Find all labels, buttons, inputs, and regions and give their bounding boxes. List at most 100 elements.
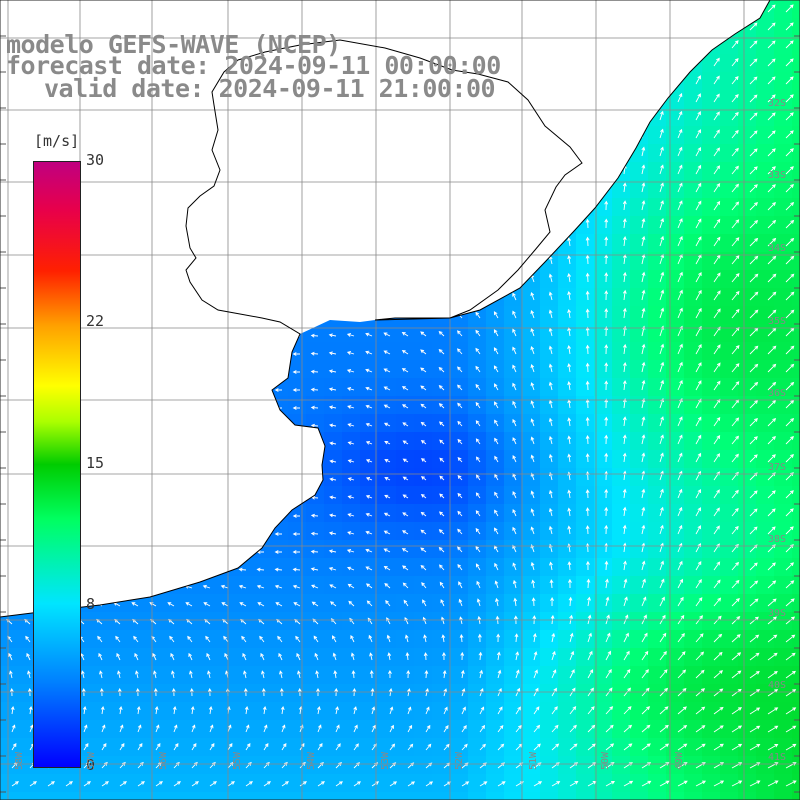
field-cell — [684, 396, 703, 415]
field-cell — [450, 756, 469, 775]
field-cell — [738, 468, 757, 487]
field-cell — [774, 288, 793, 307]
field-cell — [486, 306, 505, 325]
wind-arrow — [81, 687, 86, 697]
wind-arrow — [622, 361, 627, 373]
field-cell — [558, 666, 577, 685]
wind-arrow — [310, 567, 319, 572]
field-cell — [108, 684, 127, 703]
field-cell — [414, 540, 433, 559]
field-cell — [684, 162, 703, 181]
wind-arrow — [749, 652, 760, 661]
field-cell — [792, 684, 800, 703]
lat-label-36S: 36S — [768, 388, 787, 399]
field-cell — [540, 648, 559, 667]
wind-arrow — [641, 578, 646, 589]
field-cell — [234, 594, 253, 613]
field-cell — [486, 324, 505, 343]
wind-arrow — [713, 236, 721, 247]
field-cell — [486, 360, 505, 379]
wind-arrow — [622, 307, 627, 319]
field-cell — [162, 720, 181, 739]
field-cell — [774, 486, 793, 505]
field-cell — [360, 774, 379, 793]
wind-arrow — [567, 417, 572, 427]
field-cell — [270, 648, 289, 667]
field-cell — [630, 162, 649, 181]
field-cell — [738, 504, 757, 523]
wind-arrow — [256, 584, 265, 589]
field-cell — [432, 684, 451, 703]
field-cell — [414, 378, 433, 397]
field-cell — [630, 378, 649, 397]
field-cell — [540, 378, 559, 397]
wind-arrow — [767, 725, 779, 733]
field-cell — [702, 198, 721, 217]
wind-arrow — [115, 635, 121, 643]
field-cell — [684, 450, 703, 469]
field-cell — [234, 720, 253, 739]
wind-arrow — [533, 651, 538, 661]
field-cell — [414, 720, 433, 739]
field-cell — [738, 432, 757, 451]
field-cell — [684, 792, 703, 800]
field-cell — [522, 756, 541, 775]
wind-arrow — [659, 200, 664, 211]
wind-arrow — [548, 399, 553, 409]
field-cell — [720, 558, 739, 577]
field-cell — [612, 198, 631, 217]
field-cell — [684, 414, 703, 433]
wind-arrow — [420, 494, 427, 499]
wind-arrow — [677, 743, 688, 751]
wind-arrow — [261, 670, 265, 679]
wind-arrow — [475, 365, 481, 373]
field-cell — [558, 288, 577, 307]
field-cell — [252, 648, 271, 667]
wind-arrow — [767, 562, 776, 571]
field-cell — [468, 612, 487, 631]
wind-arrow — [587, 669, 594, 679]
field-cell — [630, 288, 649, 307]
wind-arrow — [514, 633, 519, 643]
wind-arrow — [188, 652, 193, 661]
wind-arrow — [512, 364, 517, 373]
field-cell — [666, 522, 685, 541]
wind-arrow — [585, 254, 590, 265]
field-cell — [612, 702, 631, 721]
wind-arrow — [116, 652, 121, 661]
wind-arrow — [731, 290, 740, 301]
wind-arrow — [295, 635, 301, 643]
wind-arrow — [530, 526, 535, 535]
field-cell — [306, 576, 325, 595]
field-cell — [648, 216, 667, 235]
wind-arrow — [767, 598, 777, 607]
field-cell — [216, 774, 235, 793]
wind-arrow — [207, 670, 211, 679]
wind-arrow — [695, 780, 707, 787]
wind-arrow — [785, 417, 795, 427]
wind-arrow — [659, 724, 669, 733]
field-cell — [414, 774, 433, 793]
wind-arrow — [767, 580, 777, 589]
wind-arrow — [401, 386, 409, 391]
wind-arrow — [365, 441, 373, 445]
field-cell — [0, 630, 19, 649]
field-cell — [774, 612, 793, 631]
wind-arrow — [695, 146, 701, 157]
field-cell — [702, 72, 721, 91]
field-cell — [522, 522, 541, 541]
field-cell — [612, 486, 631, 505]
field-cell — [612, 450, 631, 469]
wind-arrow — [677, 218, 683, 229]
field-cell — [720, 792, 739, 800]
wind-arrow — [443, 688, 448, 697]
forecast-date: forecast date: 2024-09-11 00:00:00 — [6, 51, 501, 80]
field-cell — [306, 720, 325, 739]
field-cell — [378, 630, 397, 649]
wind-arrow — [347, 405, 355, 409]
wind-arrow — [659, 271, 665, 283]
field-cell — [684, 378, 703, 397]
field-cell — [648, 576, 667, 595]
field-cell — [108, 702, 127, 721]
wind-arrow — [173, 761, 180, 769]
